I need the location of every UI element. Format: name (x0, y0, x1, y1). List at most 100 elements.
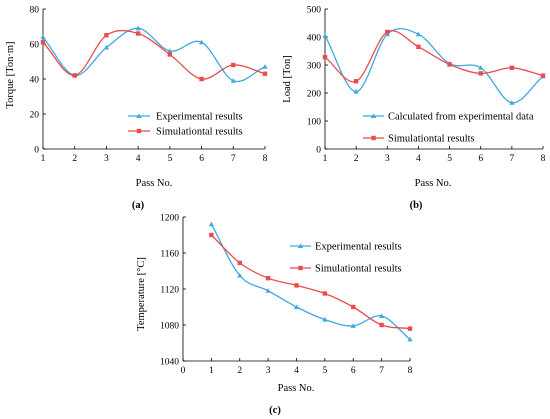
data-point-experimental (478, 65, 484, 70)
data-point-simulation (385, 29, 390, 35)
x-tick-label: 1 (323, 154, 328, 164)
panel-c-ylabel: Temperature [°C] (136, 257, 147, 331)
panel-c-xlabel: Pass No. (278, 383, 315, 394)
data-point-experimental (135, 25, 141, 31)
data-point-simulation (322, 54, 328, 60)
legend-marker-simulation (298, 265, 303, 271)
x-tick-label: 1 (209, 366, 214, 376)
x-tick-label: 4 (136, 154, 141, 164)
data-point-simulation (199, 76, 204, 82)
x-tick-label: 3 (266, 366, 271, 376)
y-tick-label: 400 (307, 33, 322, 43)
panel-b-xlabel: Pass No. (415, 178, 452, 189)
y-tick-label: 300 (307, 61, 322, 71)
data-point-simulation (167, 52, 173, 57)
x-tick-label: 2 (72, 154, 77, 164)
panel-b-ylabel: Load [Ton] (282, 55, 293, 102)
data-point-experimental (322, 317, 328, 322)
data-point-simulation (322, 291, 328, 296)
data-point-experimental (40, 34, 46, 39)
data-point-simulation (231, 62, 236, 68)
data-point-experimental (407, 336, 413, 342)
panel-c: Temperature [°C] Pass No. (c) Experiment… (136, 242, 402, 417)
data-point-simulation (353, 79, 359, 84)
panel-a: Torque [Ton·m] Pass No. (a) Experimental… (5, 41, 243, 211)
x-tick-label: 8 (541, 154, 546, 164)
panel-a-legend: Experimental results Simulationtal resul… (128, 112, 243, 138)
x-tick-label: 2 (354, 154, 359, 164)
data-point-experimental (198, 39, 205, 45)
data-point-simulation (379, 322, 384, 328)
panel-a-label: (a) (132, 200, 145, 211)
x-tick-label: 1 (41, 154, 46, 164)
y-tick-label: 60 (30, 40, 40, 50)
data-point-simulation (509, 65, 515, 70)
data-point-experimental (230, 78, 236, 83)
legend-label-experimental: Experimental results (156, 112, 243, 123)
data-point-simulation (135, 31, 141, 36)
x-tick-label: 7 (509, 154, 514, 164)
panel-c-label: (c) (269, 405, 281, 416)
legend-marker-simulation (371, 135, 376, 141)
legend-label-experimental: Experimental results (315, 242, 402, 253)
legend-marker-experimental (136, 113, 142, 118)
series-line-simulation (324, 30, 544, 83)
x-tick-label: 5 (323, 366, 328, 376)
x-tick-label: 6 (199, 154, 204, 164)
y-tick-label: 0 (34, 145, 39, 155)
legend-marker-experimental (297, 243, 304, 248)
data-point-experimental (379, 313, 385, 318)
legend-marker-simulation (136, 128, 142, 134)
panel-b-label: (b) (410, 200, 423, 211)
data-point-experimental (350, 323, 356, 328)
x-tick-label: 7 (379, 366, 384, 376)
series-line-experimental (210, 223, 411, 340)
x-tick-label: 4 (294, 366, 299, 376)
data-point-experimental (103, 44, 110, 50)
x-tick-label: 2 (237, 366, 242, 376)
data-point-simulation (104, 33, 109, 38)
legend-label-simulation: Simulationtal results (388, 134, 475, 145)
x-tick-label: 5 (447, 154, 452, 164)
data-point-experimental (293, 304, 300, 309)
legend-label-experimental: Calculated from experimental data (388, 112, 534, 123)
y-tick-label: 500 (307, 5, 322, 15)
data-point-simulation (294, 283, 299, 288)
data-point-experimental (265, 288, 271, 293)
data-point-simulation (265, 276, 271, 281)
data-point-simulation (416, 44, 421, 49)
legend-label-simulation: Simulationtal results (156, 127, 243, 138)
y-tick-label: 0 (316, 145, 321, 155)
y-tick-label: 1080 (160, 321, 179, 331)
data-point-simulation (540, 73, 546, 78)
data-point-simulation (72, 73, 77, 78)
panel-a-ylabel: Torque [Ton·m] (5, 41, 16, 108)
panel-a-xlabel: Pass No. (136, 178, 173, 189)
data-point-experimental (237, 272, 243, 278)
x-tick-label: 7 (231, 154, 236, 164)
x-tick-label: 8 (263, 154, 268, 164)
data-point-experimental (509, 100, 515, 105)
data-point-experimental (167, 48, 173, 53)
data-point-simulation (237, 260, 242, 266)
x-tick-label: 3 (104, 154, 109, 164)
data-point-experimental (208, 221, 214, 227)
panel-b: Load [Ton] Pass No. (b) Calculated from … (282, 55, 534, 211)
data-point-simulation (262, 71, 268, 76)
data-point-simulation (209, 232, 214, 238)
panel-c-legend: Experimental results Simulationtal resul… (290, 242, 402, 275)
x-tick-label: 0 (181, 366, 186, 376)
data-point-experimental (262, 64, 268, 69)
x-tick-label: 3 (385, 154, 390, 164)
x-tick-label: 5 (167, 154, 172, 164)
x-tick-label: 6 (478, 154, 483, 164)
legend-label-simulation: Simulationtal results (315, 264, 402, 275)
y-tick-label: 1160 (160, 249, 179, 259)
legend-marker-experimental (370, 113, 377, 118)
series-line-simulation (42, 29, 266, 80)
data-point-simulation (40, 40, 46, 45)
data-point-experimental (353, 89, 359, 94)
y-tick-label: 1120 (160, 285, 179, 295)
